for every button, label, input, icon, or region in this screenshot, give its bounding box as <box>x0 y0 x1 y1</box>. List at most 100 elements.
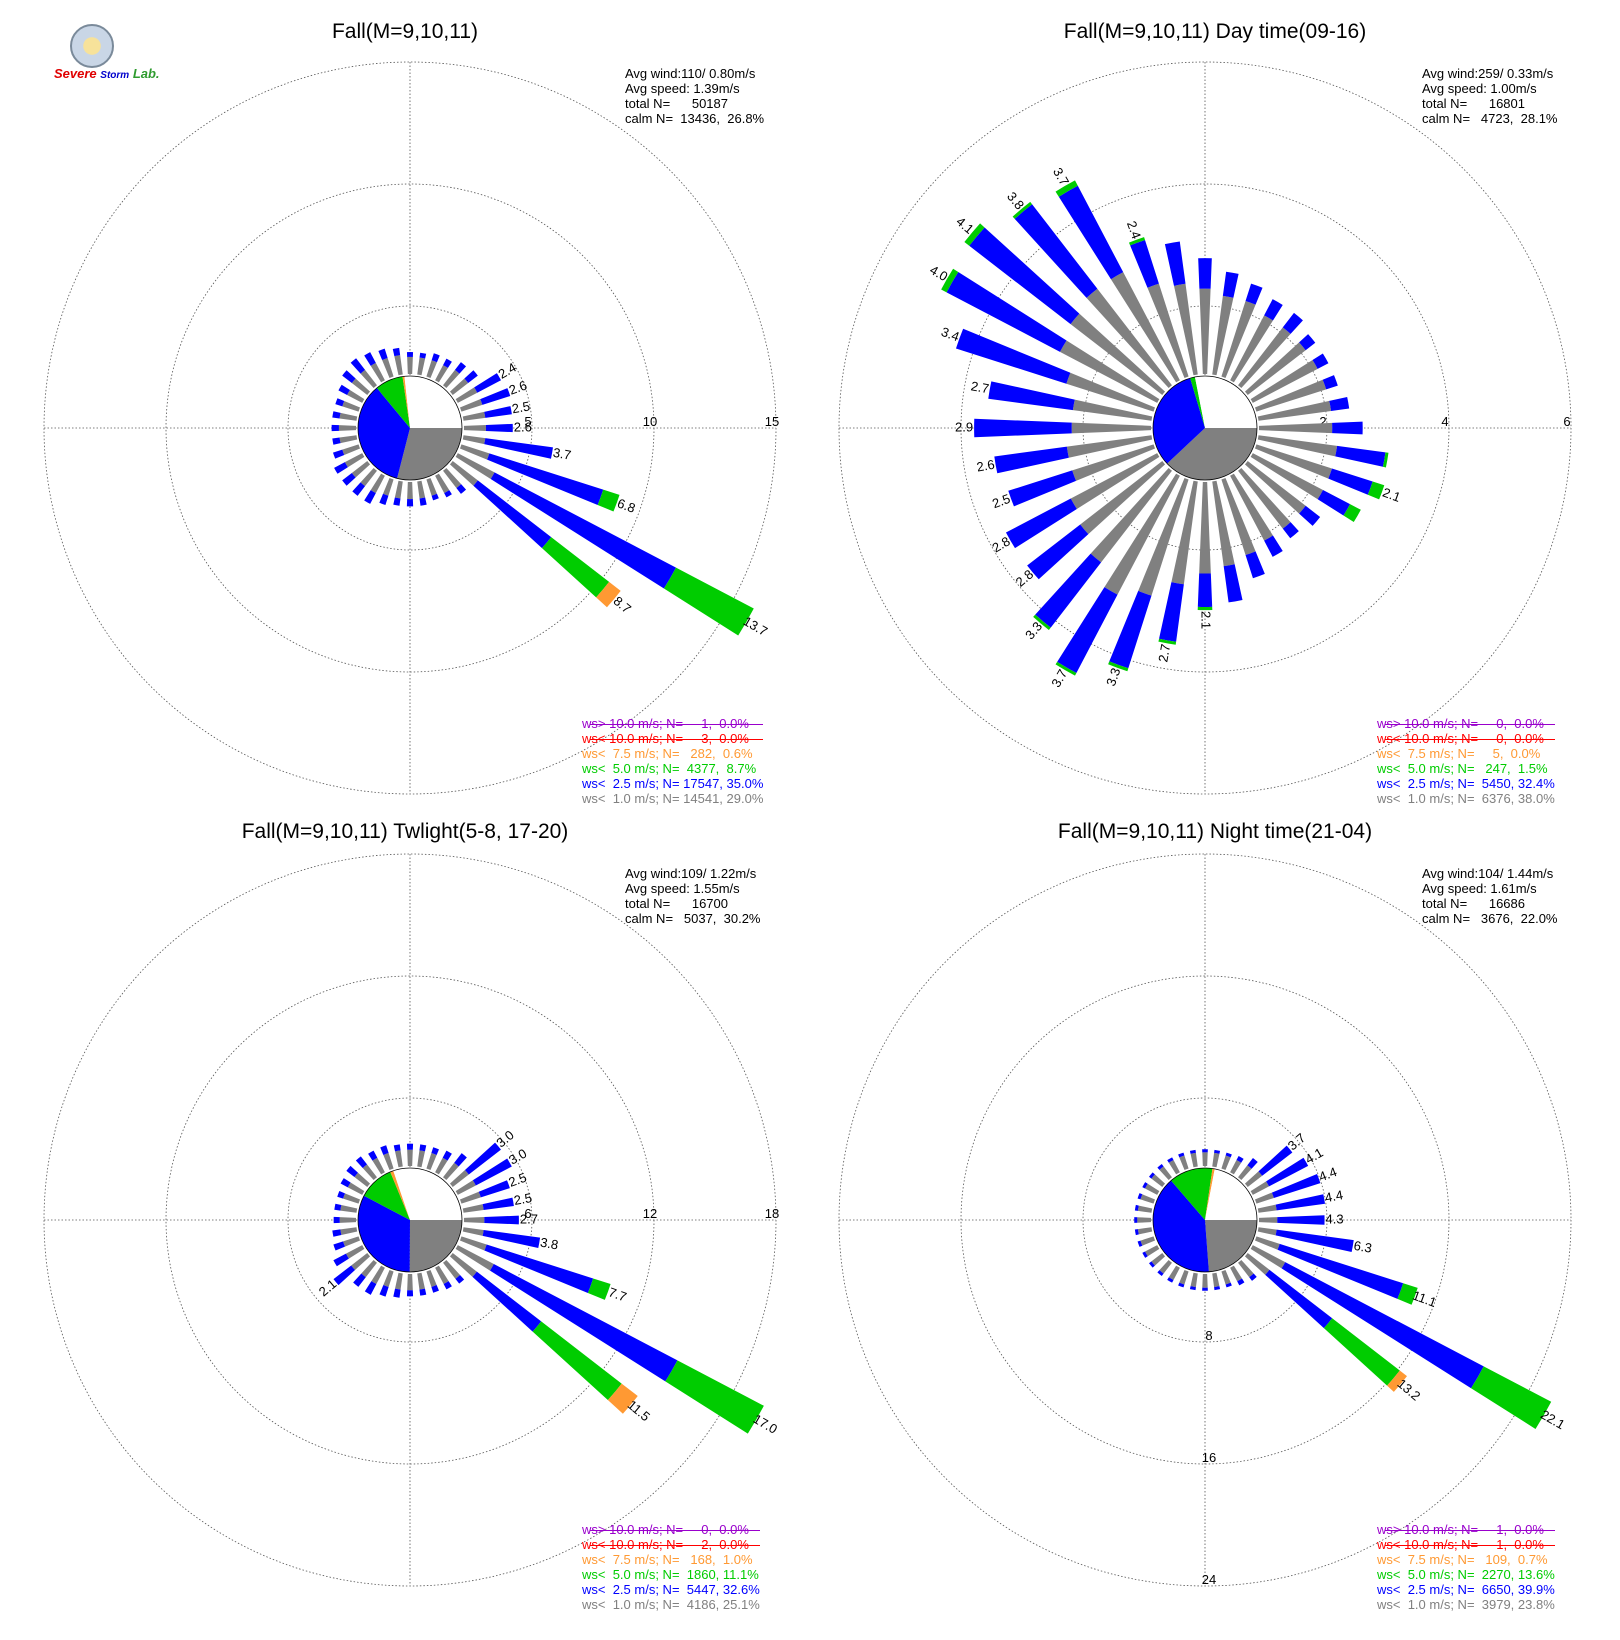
sector-bar-gray <box>1202 1152 1208 1167</box>
bar-value-label: 22.1 <box>1538 1407 1567 1433</box>
sector-bar-gray <box>361 1259 377 1278</box>
sector-bar-gray <box>459 399 483 412</box>
sector-bar-blue <box>406 499 414 507</box>
bar-value-label: 2.1 <box>1199 611 1214 629</box>
speed-legend: ws> 10.0 m/s; N= 0, 0.0% ws< 10.0 m/s; N=… <box>1377 716 1555 806</box>
sector-bar-gray <box>1221 477 1256 555</box>
sector-bar-blue <box>487 453 604 505</box>
sector-bar-green <box>532 1321 622 1401</box>
sector-bar-blue <box>333 1253 349 1267</box>
sector-bar-gray <box>1159 1259 1172 1274</box>
sector-bar-blue <box>364 1281 377 1295</box>
sector-bar-blue <box>1057 587 1118 673</box>
sector-bar-blue <box>1335 445 1386 467</box>
legend-entry: ws< 7.5 m/s; N= 5, 0.0% <box>1377 746 1541 761</box>
radial-tick-label: 2 <box>1319 414 1326 429</box>
radial-tick-label: 16 <box>1202 1450 1216 1465</box>
bar-value-label: 2.5 <box>990 491 1012 511</box>
bar-value-label: 13.7 <box>741 613 770 639</box>
wind-rose-panel: 2 4 6 2.1 2.1 2.7 3.3 3.7 3.3 2.8 2.8 2.5 2.6 2.9 2.7 3… <box>810 0 1620 820</box>
sector-bar-blue <box>484 1244 594 1293</box>
sector-bar-blue <box>332 449 345 459</box>
sector-bar-blue <box>1317 489 1351 516</box>
logo-text: Severe Storm Lab. <box>54 66 160 81</box>
legend-entry: ws< 1.0 m/s; N= 6376, 38.0% <box>1377 791 1555 806</box>
sector-bar-gray <box>455 1180 476 1195</box>
pie-slice <box>393 1168 462 1220</box>
sector-bar-blue <box>1134 1217 1138 1223</box>
wind-rose-svg: 2 4 62.12.12.73.33.73.32.82.82.52.62.92.73… <box>838 61 1572 795</box>
sector-bar-blue <box>1178 1282 1185 1288</box>
sector-bar-blue <box>473 480 552 549</box>
sector-bar-gray <box>351 1253 371 1271</box>
bar-value-label: 2.4 <box>1124 219 1144 241</box>
sector-bar-gray <box>340 1227 358 1235</box>
sector-bar-green <box>1343 504 1361 523</box>
sector-bar-gray <box>1174 283 1198 376</box>
sector-bar-gray <box>1140 1236 1156 1246</box>
pie-slice <box>358 387 410 479</box>
sector-bar-gray <box>1254 1192 1274 1204</box>
sector-bar-blue <box>419 1144 427 1152</box>
sector-bar-gray <box>426 477 437 496</box>
sector-bar-gray <box>1151 1253 1166 1266</box>
sector-bar-gray <box>455 453 495 480</box>
calm-circle <box>357 375 463 481</box>
sector-bar-gray <box>1244 1171 1263 1187</box>
radial-tick-label: 5 <box>524 414 531 429</box>
sector-bar-gray <box>426 1153 437 1171</box>
sector-bar-blue <box>1332 421 1363 435</box>
sector-bar-blue <box>1275 1194 1326 1211</box>
sector-bar-gray <box>372 1157 385 1175</box>
sector-bar-gray <box>1221 301 1256 379</box>
bar-value-label: 4.4 <box>1317 1164 1339 1184</box>
sector-bar-gray <box>1254 444 1332 479</box>
sector-bar-gray <box>459 1236 487 1251</box>
sector-bar-gray <box>360 369 377 389</box>
chart-title: Fall(M=9,10,11) Night time(21-04) <box>1057 820 1373 843</box>
sector-bar-gray <box>1230 473 1273 541</box>
sector-bar-gray <box>383 477 394 496</box>
sector-bar-blue <box>331 424 339 432</box>
sector-bar-gray <box>443 1259 461 1279</box>
sector-bar-gray <box>1104 473 1180 595</box>
sector-bar-blue <box>443 1281 452 1290</box>
sector-bar-blue <box>1035 553 1102 628</box>
sector-bar-blue <box>1197 573 1213 608</box>
sector-bar-gray <box>339 435 358 444</box>
bar-value-label: 2.5 <box>513 1190 533 1208</box>
bar-value-label: 2.9 <box>955 419 973 434</box>
sector-bar-gray <box>1238 467 1291 529</box>
sector-bar-green <box>665 1360 764 1434</box>
bar-value-label: 2.6 <box>514 419 532 434</box>
sector-bar-blue <box>444 490 452 498</box>
bar-value-label: 7.7 <box>607 1284 629 1304</box>
speed-legend: ws> 10.0 m/s; N= 0, 0.0% ws< 10.0 m/s; N=… <box>582 1522 760 1612</box>
sector-bar-blue <box>335 398 345 407</box>
wind-stats: Avg wind:259/ 0.33m/s Avg speed: 1.00m/s t… <box>1422 66 1558 126</box>
sector-bar-blue <box>350 358 366 374</box>
sector-bar-gray <box>435 1265 449 1285</box>
sector-bar-blue <box>406 1290 414 1297</box>
pie-slice <box>1194 376 1257 428</box>
sector-bar-green <box>1055 180 1078 197</box>
sector-bar-gray <box>1159 1166 1172 1181</box>
sector-bar-gray <box>1254 379 1327 412</box>
sector-bar-gray <box>395 1150 403 1168</box>
legend-entry: ws< 7.5 m/s; N= 109, 0.7% <box>1377 1552 1548 1567</box>
logo-text-storm: Storm <box>100 70 130 81</box>
sector-bar-gray <box>1072 444 1156 481</box>
sector-bar-blue <box>419 497 427 506</box>
bar-value-label: 4.4 <box>1324 1187 1344 1205</box>
calm-circle <box>357 1167 463 1273</box>
sector-bar-blue <box>974 418 1072 438</box>
wind-stats: Avg wind:104/ 1.44m/s Avg speed: 1.61m/s t… <box>1422 866 1558 926</box>
sector-bar-gray <box>354 1172 371 1187</box>
sector-bar-gray <box>462 411 486 421</box>
sector-bar-gray <box>345 1245 365 1259</box>
sector-bar-blue <box>337 1191 345 1199</box>
sector-bar-blue <box>454 362 467 374</box>
sector-bar-blue <box>1236 1155 1244 1163</box>
sector-bar-blue <box>364 352 376 366</box>
